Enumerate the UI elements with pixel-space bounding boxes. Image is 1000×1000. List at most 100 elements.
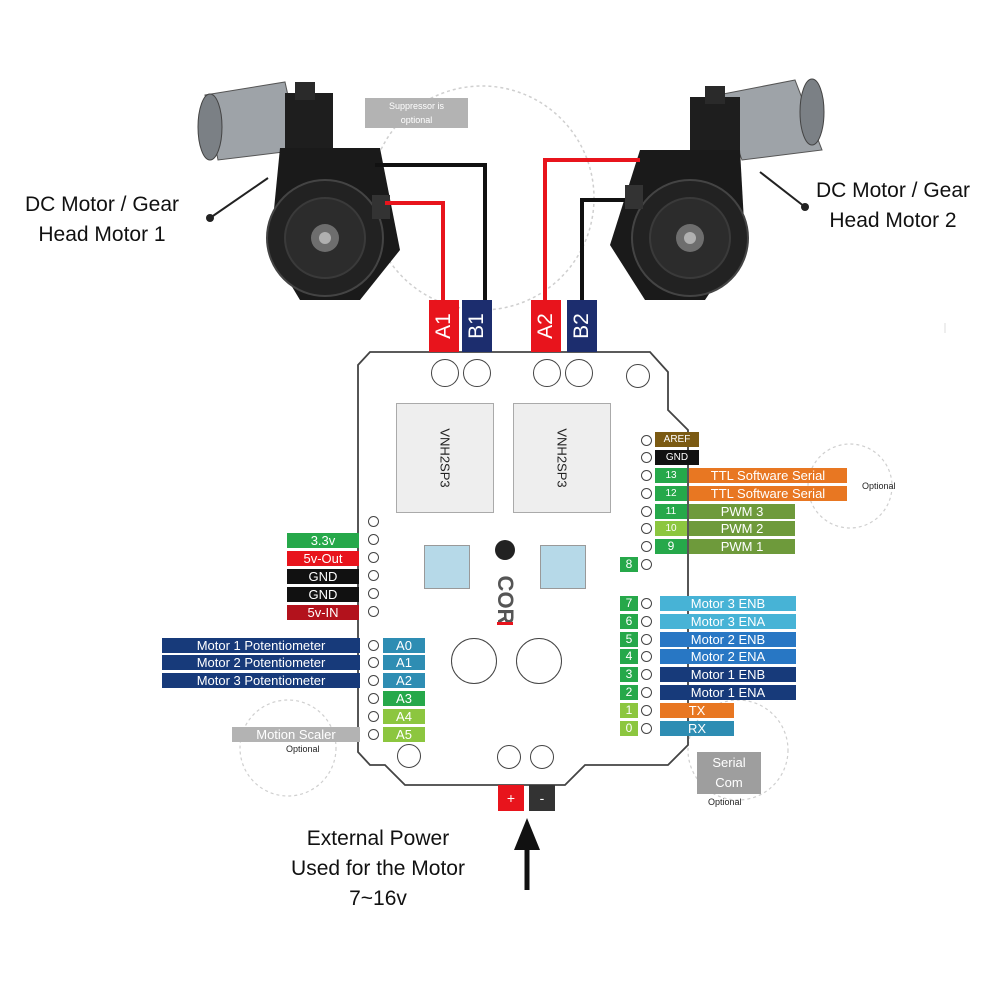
pin-a1 [368, 657, 379, 668]
pin-a5 [368, 729, 379, 740]
pin-11 [641, 506, 652, 517]
pin-left-top [368, 516, 379, 527]
pin-a3 [368, 693, 379, 704]
motor-2-label-line2: Head Motor 2 [829, 209, 957, 232]
logo-text: COR [493, 575, 518, 625]
power-label-3v3: 3.3v [287, 533, 359, 548]
pin-gnd-1 [368, 570, 379, 581]
motor-1-label-line2: Head Motor 1 [38, 223, 166, 246]
power-terminal-plus: + [498, 785, 524, 811]
pin-gnd-right [641, 452, 652, 463]
pin-4-label: Motor 2 ENA [660, 649, 796, 664]
power-label-gnd-1: GND [287, 569, 359, 584]
pin-5 [641, 634, 652, 645]
driver-chip-1-label: VNH2SP3 [437, 428, 453, 488]
motor-3-potentiometer-label: Motor 3 Potentiometer [162, 673, 360, 688]
motor-2-label: DC Motor / Gear Head Motor 2 [793, 176, 993, 236]
terminal-b2: B2 [567, 300, 597, 352]
pin-10-label: PWM 2 [689, 521, 795, 536]
motor-2-potentiometer-label: Motor 2 Potentiometer [162, 655, 360, 670]
pin-5-label: Motor 2 ENB [660, 632, 796, 647]
pin-11-label: PWM 3 [689, 504, 795, 519]
pin-8-number: 8 [620, 557, 638, 572]
mounting-hole-top-right [626, 364, 650, 388]
screw-terminal-b2 [565, 359, 593, 387]
external-power-line3: 7~16v [349, 887, 407, 910]
pin-7-label: Motor 3 ENB [660, 596, 796, 611]
pin-0-number: 0 [620, 721, 638, 736]
electrolytic-cap-1 [451, 638, 497, 684]
wire-a2 [543, 158, 640, 303]
motor-1-image [197, 81, 400, 300]
pin-a4-label: A4 [383, 709, 425, 724]
pin-3 [641, 669, 652, 680]
pin-5v-out [368, 552, 379, 563]
motor-2-leader [759, 171, 806, 208]
wire-a1 [385, 201, 445, 303]
motor-2-image [610, 78, 825, 300]
screw-terminal-b1 [463, 359, 491, 387]
power-screw-plus [497, 745, 521, 769]
pin-2-number: 2 [620, 685, 638, 700]
serial-com-optional: Optional [708, 797, 742, 807]
motion-scaler-label: Motion Scaler [232, 727, 360, 742]
pin-a0-label: A0 [383, 638, 425, 653]
pin-a5-label: A5 [383, 727, 425, 742]
pin-6 [641, 616, 652, 627]
screw-terminal-a1 [431, 359, 459, 387]
pin-10 [641, 523, 652, 534]
mounting-hole-bottom-left [397, 744, 421, 768]
pin-7 [641, 598, 652, 609]
suppressor-note-line1: Suppressor is [388, 101, 445, 111]
ttl-optional-note: Optional [862, 481, 896, 491]
serial-com-optional-circle [687, 699, 789, 801]
motion-scaler-optional-circle [239, 699, 337, 797]
power-label-gnd-2: GND [287, 587, 359, 602]
pin-1-number: 1 [620, 703, 638, 718]
serial-optional-circle [807, 443, 893, 529]
motor-2-label-line1: DC Motor / Gear [815, 179, 971, 202]
pin-4-number: 4 [620, 649, 638, 664]
pin-a4 [368, 711, 379, 722]
power-label-5v-in: 5v-IN [287, 605, 359, 620]
logo-badge-icon [495, 540, 515, 560]
pin-aref [641, 435, 652, 446]
terminal-b1: B1 [462, 300, 492, 352]
terminal-b1-label: B1 [465, 313, 488, 339]
serial-com-line1: Serial [712, 755, 746, 770]
pin-12 [641, 488, 652, 499]
terminal-a2-label: A2 [534, 313, 557, 339]
pin-12-number: 12 [655, 486, 687, 501]
external-power-line2: Used for the Motor [291, 857, 465, 880]
gnd-tag-right: GND [655, 450, 699, 465]
pin-gnd-2 [368, 588, 379, 599]
suppressor-note-line2: optional [400, 115, 433, 125]
aref-tag: AREF [655, 432, 699, 447]
motor-1-label-line1: DC Motor / Gear [24, 193, 180, 216]
driver-chip-2: VNH2SP3 [513, 403, 611, 513]
terminal-b2-label: B2 [570, 313, 593, 339]
pin-4 [641, 651, 652, 662]
serial-com-line2: Com [715, 775, 743, 790]
pin-1 [641, 705, 652, 716]
electrolytic-cap-2 [516, 638, 562, 684]
wire-b2 [580, 198, 625, 303]
external-power-label: External Power Used for the Motor 7~16v [263, 824, 493, 914]
serial-com-box: Serial Com [697, 752, 761, 794]
pin-a1-label: A1 [383, 655, 425, 670]
pin-9 [641, 541, 652, 552]
power-terminal-minus: - [529, 785, 555, 811]
capacitor-1 [424, 545, 470, 589]
board-logo: COR [493, 540, 518, 630]
pin-13 [641, 470, 652, 481]
terminal-a1-label: A1 [432, 313, 455, 339]
power-arrow-head [514, 818, 540, 850]
pin-a2 [368, 675, 379, 686]
driver-chip-2-label: VNH2SP3 [554, 428, 570, 488]
motor-1-potentiometer-label: Motor 1 Potentiometer [162, 638, 360, 653]
pin-3-label: Motor 1 ENB [660, 667, 796, 682]
motor-1-leader [209, 177, 269, 219]
terminal-a2: A2 [531, 300, 561, 352]
